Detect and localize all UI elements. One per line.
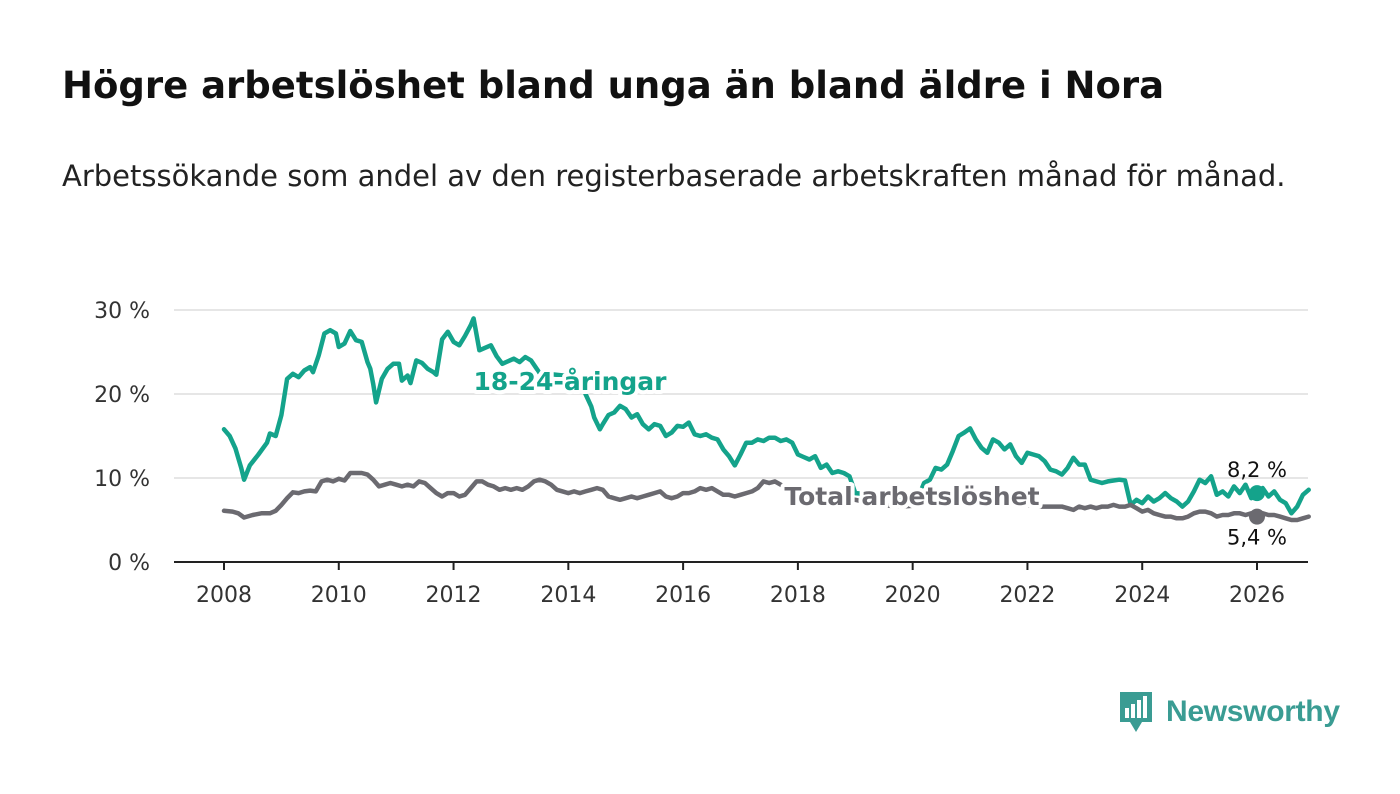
y-tick-label-30: 30 %	[94, 299, 150, 324]
x-tick-label-2014: 2014	[540, 583, 596, 608]
x-tick-label-2012: 2012	[426, 583, 482, 608]
x-tick-label-2020: 2020	[885, 583, 941, 608]
series-lines	[221, 316, 1311, 523]
x-tick-label-2026: 2026	[1229, 583, 1285, 608]
chart-title: Högre arbetslöshet bland unga än bland ä…	[62, 64, 1165, 107]
youth-end-label: 8,2 %	[1227, 458, 1287, 482]
x-tick-label-2008: 2008	[196, 583, 252, 608]
newsworthy-brand[interactable]: Newsworthy	[1118, 690, 1340, 734]
x-tick-label-2016: 2016	[655, 583, 711, 608]
youth-line	[221, 316, 1311, 516]
youth-series-label-halo: 18-24-åringar	[474, 367, 668, 396]
brand-name: Newsworthy	[1166, 695, 1340, 728]
chart-subtitle: Arbetssökande som andel av den registerb…	[62, 159, 1286, 193]
x-tick-label-2022: 2022	[999, 583, 1055, 608]
newsworthy-logo-icon	[1120, 692, 1152, 732]
total-end-label: 5,4 %	[1227, 526, 1287, 550]
y-tick-label-10: 10 %	[94, 467, 150, 492]
x-tick-label-2024: 2024	[1114, 583, 1170, 608]
youth-end-marker	[1249, 485, 1265, 502]
y-tick-label-20: 20 %	[94, 383, 150, 408]
y-tick-label-0: 0 %	[108, 551, 150, 576]
x-tick-label-2010: 2010	[311, 583, 367, 608]
y-axis-ticks: 0 % 10 % 20 % 30 %	[94, 299, 150, 576]
total-series-label-halo: Total arbetslöshet	[784, 482, 1039, 511]
total-line	[221, 470, 1311, 523]
end-markers: 8,2 % 5,4 %	[1227, 458, 1287, 550]
x-axis: 2008 2010 2012 2014 2016 2018 2020 2022 2024 2026	[174, 561, 1308, 608]
x-tick-label-2018: 2018	[770, 583, 826, 608]
total-series-label: Total arbetslöshet	[784, 482, 1039, 511]
youth-series-label: 18-24-åringar	[474, 367, 668, 396]
total-end-marker	[1249, 508, 1265, 525]
